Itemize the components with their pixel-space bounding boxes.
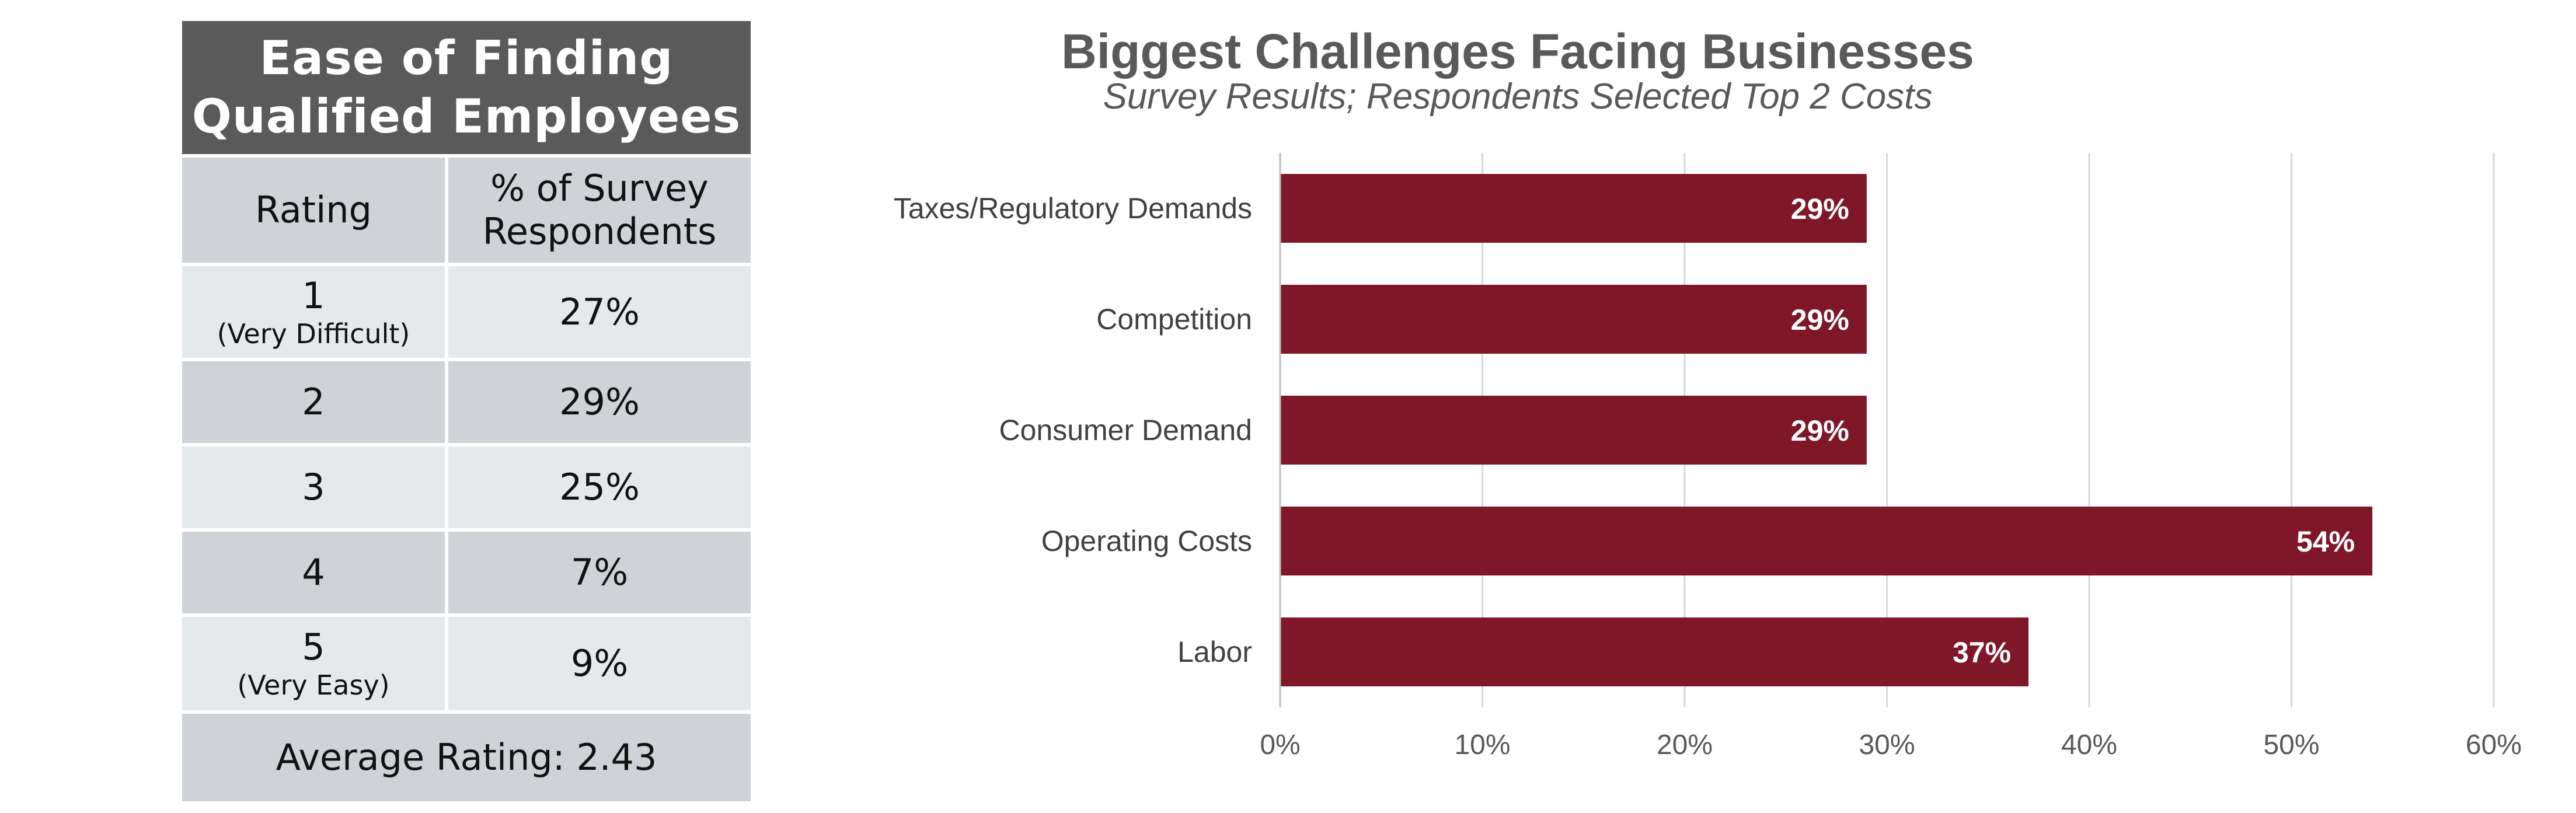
table-row: 2 29% (182, 358, 751, 443)
rating-cell: 3 (182, 446, 445, 528)
percent-value: 27% (559, 290, 640, 333)
x-tick-label: 40% (2061, 730, 2117, 760)
data-label: 29% (1791, 303, 1849, 336)
data-label: 29% (1791, 193, 1849, 225)
percent-cell: 9% (445, 617, 751, 710)
rating-cell: 2 (182, 361, 445, 443)
category-label: Taxes/Regulatory Demands (894, 192, 1252, 225)
average-row: Average Rating: 2.43 (182, 710, 751, 801)
percent-value: 25% (559, 466, 640, 508)
table-row: 4 7% (182, 528, 751, 613)
header-rating-label: Rating (255, 189, 372, 231)
x-tick-label: 20% (1657, 730, 1713, 760)
bar (1280, 507, 2373, 575)
rating-value: 5 (302, 626, 325, 668)
rating-value: 4 (302, 551, 325, 594)
percent-value: 9% (570, 642, 629, 685)
rating-note: (Very Difficult) (217, 317, 410, 350)
rating-value: 2 (302, 381, 325, 423)
percent-cell: 29% (445, 361, 751, 443)
category-label: Competition (1096, 303, 1252, 336)
bar (1280, 285, 1867, 354)
category-label: Labor (1177, 636, 1252, 668)
bar (1280, 617, 2029, 686)
x-tick-label: 50% (2263, 730, 2319, 760)
x-tick-label: 0% (1260, 730, 1300, 760)
table-row: 3 25% (182, 443, 751, 528)
chart-subtitle: Survey Results; Respondents Selected Top… (1103, 76, 1933, 117)
table-row: 1 (Very Difficult) 27% (182, 263, 751, 358)
rating-value: 3 (302, 466, 325, 508)
x-tick-label: 30% (1859, 730, 1915, 760)
category-label: Operating Costs (1041, 525, 1252, 557)
x-tick-label: 10% (1454, 730, 1510, 760)
bar (1280, 174, 1867, 243)
rating-cell: 5 (Very Easy) (182, 617, 445, 710)
data-label: 37% (1953, 636, 2011, 669)
table-row: 5 (Very Easy) 9% (182, 613, 751, 710)
percent-cell: 25% (445, 446, 751, 528)
percent-value: 7% (570, 551, 629, 594)
rating-note: (Very Easy) (237, 669, 390, 701)
table-header-row: Rating % of Survey Respondents (182, 154, 751, 263)
rating-cell: 4 (182, 532, 445, 613)
table-title: Ease of Finding Qualified Employees (182, 21, 751, 154)
header-percent: % of Survey Respondents (445, 158, 751, 263)
ease-of-finding-table: Ease of Finding Qualified Employees Rati… (182, 21, 751, 801)
data-label: 54% (2296, 525, 2355, 558)
x-tick-label: 60% (2466, 730, 2522, 760)
percent-cell: 7% (445, 532, 751, 613)
rating-value: 1 (302, 274, 325, 317)
header-percent-label: % of Survey Respondents (482, 167, 717, 253)
data-label: 29% (1791, 414, 1849, 447)
header-rating: Rating (182, 158, 445, 263)
percent-cell: 27% (445, 266, 751, 358)
category-label: Consumer Demand (999, 414, 1252, 446)
percent-value: 29% (559, 381, 640, 423)
rating-cell: 1 (Very Difficult) (182, 266, 445, 358)
bar (1280, 396, 1867, 465)
chart-title: Biggest Challenges Facing Businesses (1061, 24, 1974, 79)
average-rating: Average Rating: 2.43 (182, 714, 751, 801)
